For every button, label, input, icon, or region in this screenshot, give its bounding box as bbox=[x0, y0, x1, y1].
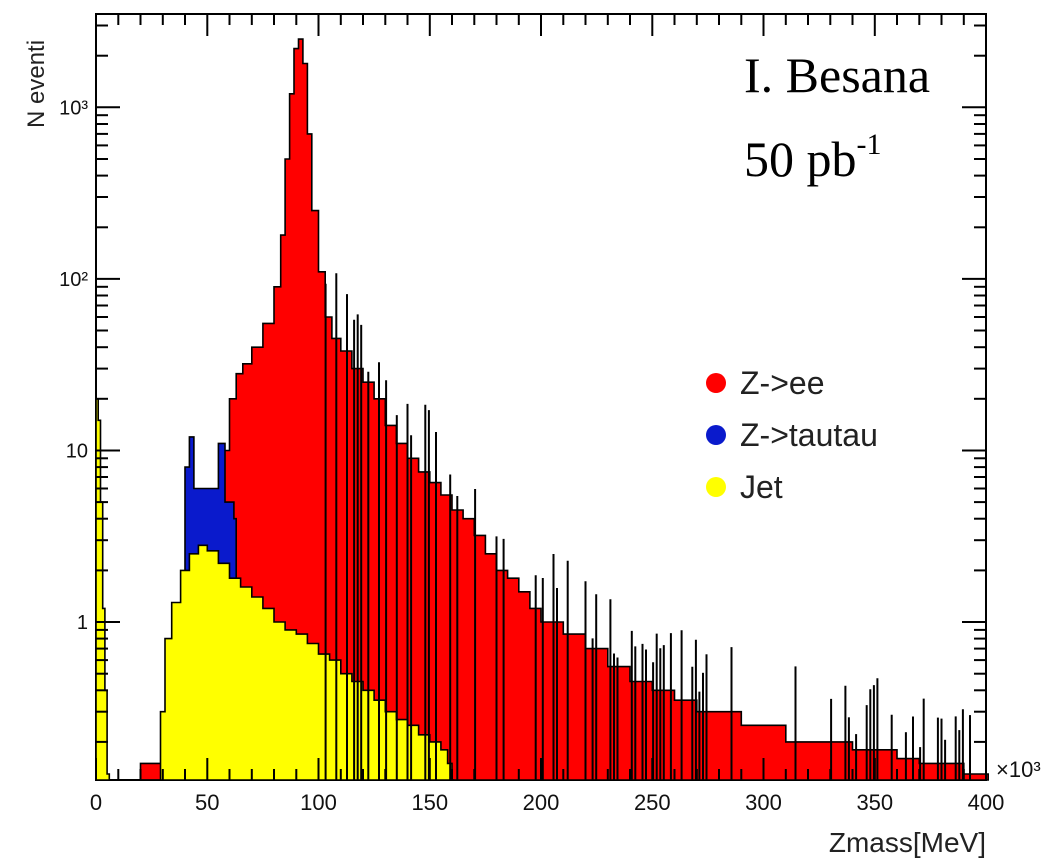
y-axis-label: N eventi bbox=[23, 40, 50, 128]
annotation-lumi-text: 50 pb bbox=[744, 131, 857, 187]
legend-label-z-ee: Z->ee bbox=[740, 365, 824, 401]
axis-ticks bbox=[95, 14, 987, 780]
annotation-author: I. Besana bbox=[744, 47, 930, 103]
y-tick-labels: 1 10 10² 10³ bbox=[59, 97, 88, 634]
x-axis-label: Zmass[MeV] bbox=[829, 827, 986, 858]
legend-marker-z-tautau bbox=[706, 425, 726, 445]
x-tick-label: 350 bbox=[856, 790, 893, 815]
y-tick-label: 10 bbox=[66, 441, 88, 463]
x-tick-label: 0 bbox=[90, 790, 102, 815]
plot-area bbox=[95, 13, 989, 781]
x-tick-label: 300 bbox=[745, 790, 782, 815]
x-tick-label: 200 bbox=[523, 790, 560, 815]
x-tick-label: 400 bbox=[968, 790, 1005, 815]
annotation-lumi: 50 pb-1 bbox=[744, 128, 882, 187]
x-tick-label: 100 bbox=[300, 790, 337, 815]
x-tick-label: 50 bbox=[195, 790, 219, 815]
x-tick-labels: 0 50 100 150 200 250 300 350 400 bbox=[90, 790, 1004, 815]
annotation-lumi-exponent: -1 bbox=[857, 128, 882, 161]
legend-marker-z-ee bbox=[706, 373, 726, 393]
y-tick-label: 10² bbox=[59, 269, 88, 291]
histogram-spikes bbox=[324, 273, 971, 780]
legend: Z->ee Z->tautau Jet bbox=[706, 365, 878, 505]
x-axis-multiplier: ×10³ bbox=[996, 757, 1041, 782]
y-tick-label: 10³ bbox=[59, 97, 88, 119]
y-tick-label: 1 bbox=[77, 612, 88, 634]
legend-label-z-tautau: Z->tautau bbox=[740, 417, 878, 453]
x-tick-label: 150 bbox=[411, 790, 448, 815]
x-tick-label: 250 bbox=[634, 790, 671, 815]
legend-label-jet: Jet bbox=[740, 469, 783, 505]
legend-marker-jet bbox=[706, 477, 726, 497]
